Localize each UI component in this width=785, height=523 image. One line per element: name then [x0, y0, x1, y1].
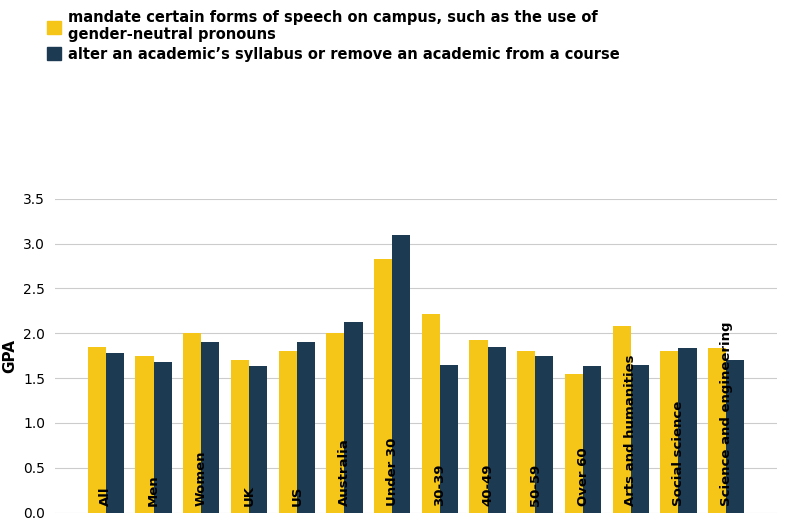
Bar [183, 333, 201, 513]
Bar [440, 365, 458, 513]
Bar [631, 365, 649, 513]
Bar [201, 342, 220, 513]
Bar [154, 362, 172, 513]
Bar [106, 353, 124, 513]
Bar [708, 348, 726, 513]
Text: Australia: Australia [338, 438, 351, 506]
Bar [726, 360, 744, 513]
Bar [678, 348, 696, 513]
Bar [88, 347, 106, 513]
Bar [297, 342, 315, 513]
Text: Arts and humanities: Arts and humanities [624, 355, 637, 506]
Text: 40-49: 40-49 [481, 464, 494, 506]
Text: UK: UK [243, 485, 256, 506]
Text: Social science: Social science [672, 401, 685, 506]
Text: Under 30: Under 30 [385, 438, 399, 506]
Bar [535, 356, 553, 513]
Text: All: All [100, 487, 112, 506]
Bar [136, 356, 154, 513]
Bar [249, 367, 267, 513]
Bar [392, 235, 411, 513]
Y-axis label: GPA: GPA [2, 338, 18, 373]
Bar [469, 340, 487, 513]
Bar [583, 367, 601, 513]
Bar [612, 326, 631, 513]
Bar [374, 259, 392, 513]
Text: Women: Women [195, 451, 208, 506]
Bar [279, 351, 297, 513]
Bar [660, 351, 678, 513]
Bar [487, 347, 506, 513]
Text: Science and engineering: Science and engineering [720, 322, 732, 506]
Text: Men: Men [147, 475, 160, 506]
Bar [422, 313, 440, 513]
Bar [565, 373, 583, 513]
Text: US: US [290, 486, 303, 506]
Bar [231, 360, 249, 513]
Text: 30-39: 30-39 [433, 464, 447, 506]
Legend: mandate certain forms of speech on campus, such as the use of
gender-neutral pro: mandate certain forms of speech on campu… [46, 10, 620, 62]
Text: Over 60: Over 60 [576, 448, 590, 506]
Bar [517, 351, 535, 513]
Text: 50-59: 50-59 [529, 464, 542, 506]
Bar [345, 323, 363, 513]
Bar [327, 333, 345, 513]
